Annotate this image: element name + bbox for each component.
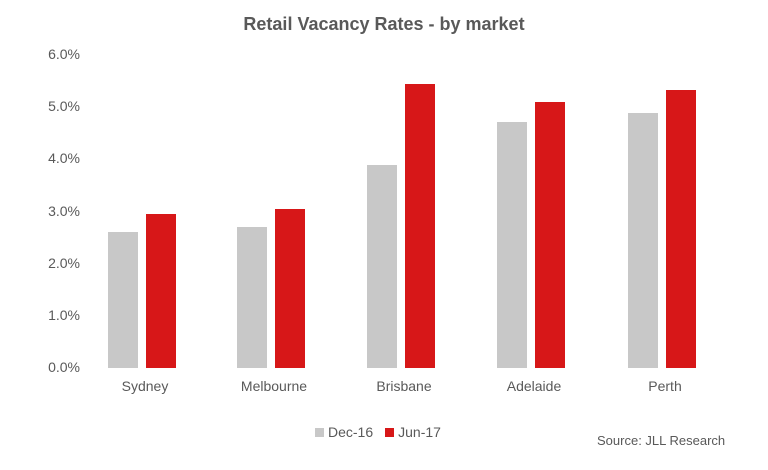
bar-adelaide-dec-16 [497, 121, 527, 368]
y-tick-label: 2.0% [48, 254, 80, 271]
legend-label: Jun-17 [398, 424, 441, 440]
y-tick-label: 6.0% [48, 46, 80, 62]
y-tick-label: 4.0% [48, 150, 80, 167]
source-note: Source: JLL Research [597, 433, 726, 448]
bar-melbourne-dec-16 [237, 227, 267, 368]
x-tick-label: Adelaide [506, 378, 562, 394]
bar-melbourne-jun-17 [275, 208, 305, 368]
bar-perth-jun-17 [666, 90, 696, 368]
bar-brisbane-jun-17 [405, 83, 435, 368]
legend: Dec-16 Jun-17 [315, 424, 453, 440]
y-tick-label: 0.0% [48, 359, 80, 375]
legend-item-jun-17: Jun-17 [385, 424, 441, 440]
chart-title: Retail Vacancy Rates - by market [243, 14, 525, 34]
x-tick-label: Sydney [121, 378, 169, 394]
x-tick-label: Perth [648, 378, 682, 394]
legend-swatch-jun-17 [385, 427, 395, 437]
bar-adelaide-jun-17 [535, 101, 565, 368]
plot-area [95, 55, 750, 368]
x-tick-label: Brisbane [376, 378, 432, 394]
x-tick-label: Melbourne [240, 378, 308, 394]
legend-item-dec-16: Dec-16 [315, 424, 373, 440]
legend-swatch-dec-16 [315, 427, 324, 437]
bar-brisbane-dec-16 [367, 164, 397, 368]
bar-sydney-dec-16 [108, 232, 138, 368]
y-tick-label: 1.0% [48, 306, 80, 323]
y-tick-label: 3.0% [48, 202, 80, 219]
bar-perth-dec-16 [628, 113, 658, 368]
y-tick-label: 5.0% [48, 98, 80, 115]
bar-sydney-jun-17 [146, 214, 176, 368]
legend-label: Dec-16 [328, 424, 374, 440]
